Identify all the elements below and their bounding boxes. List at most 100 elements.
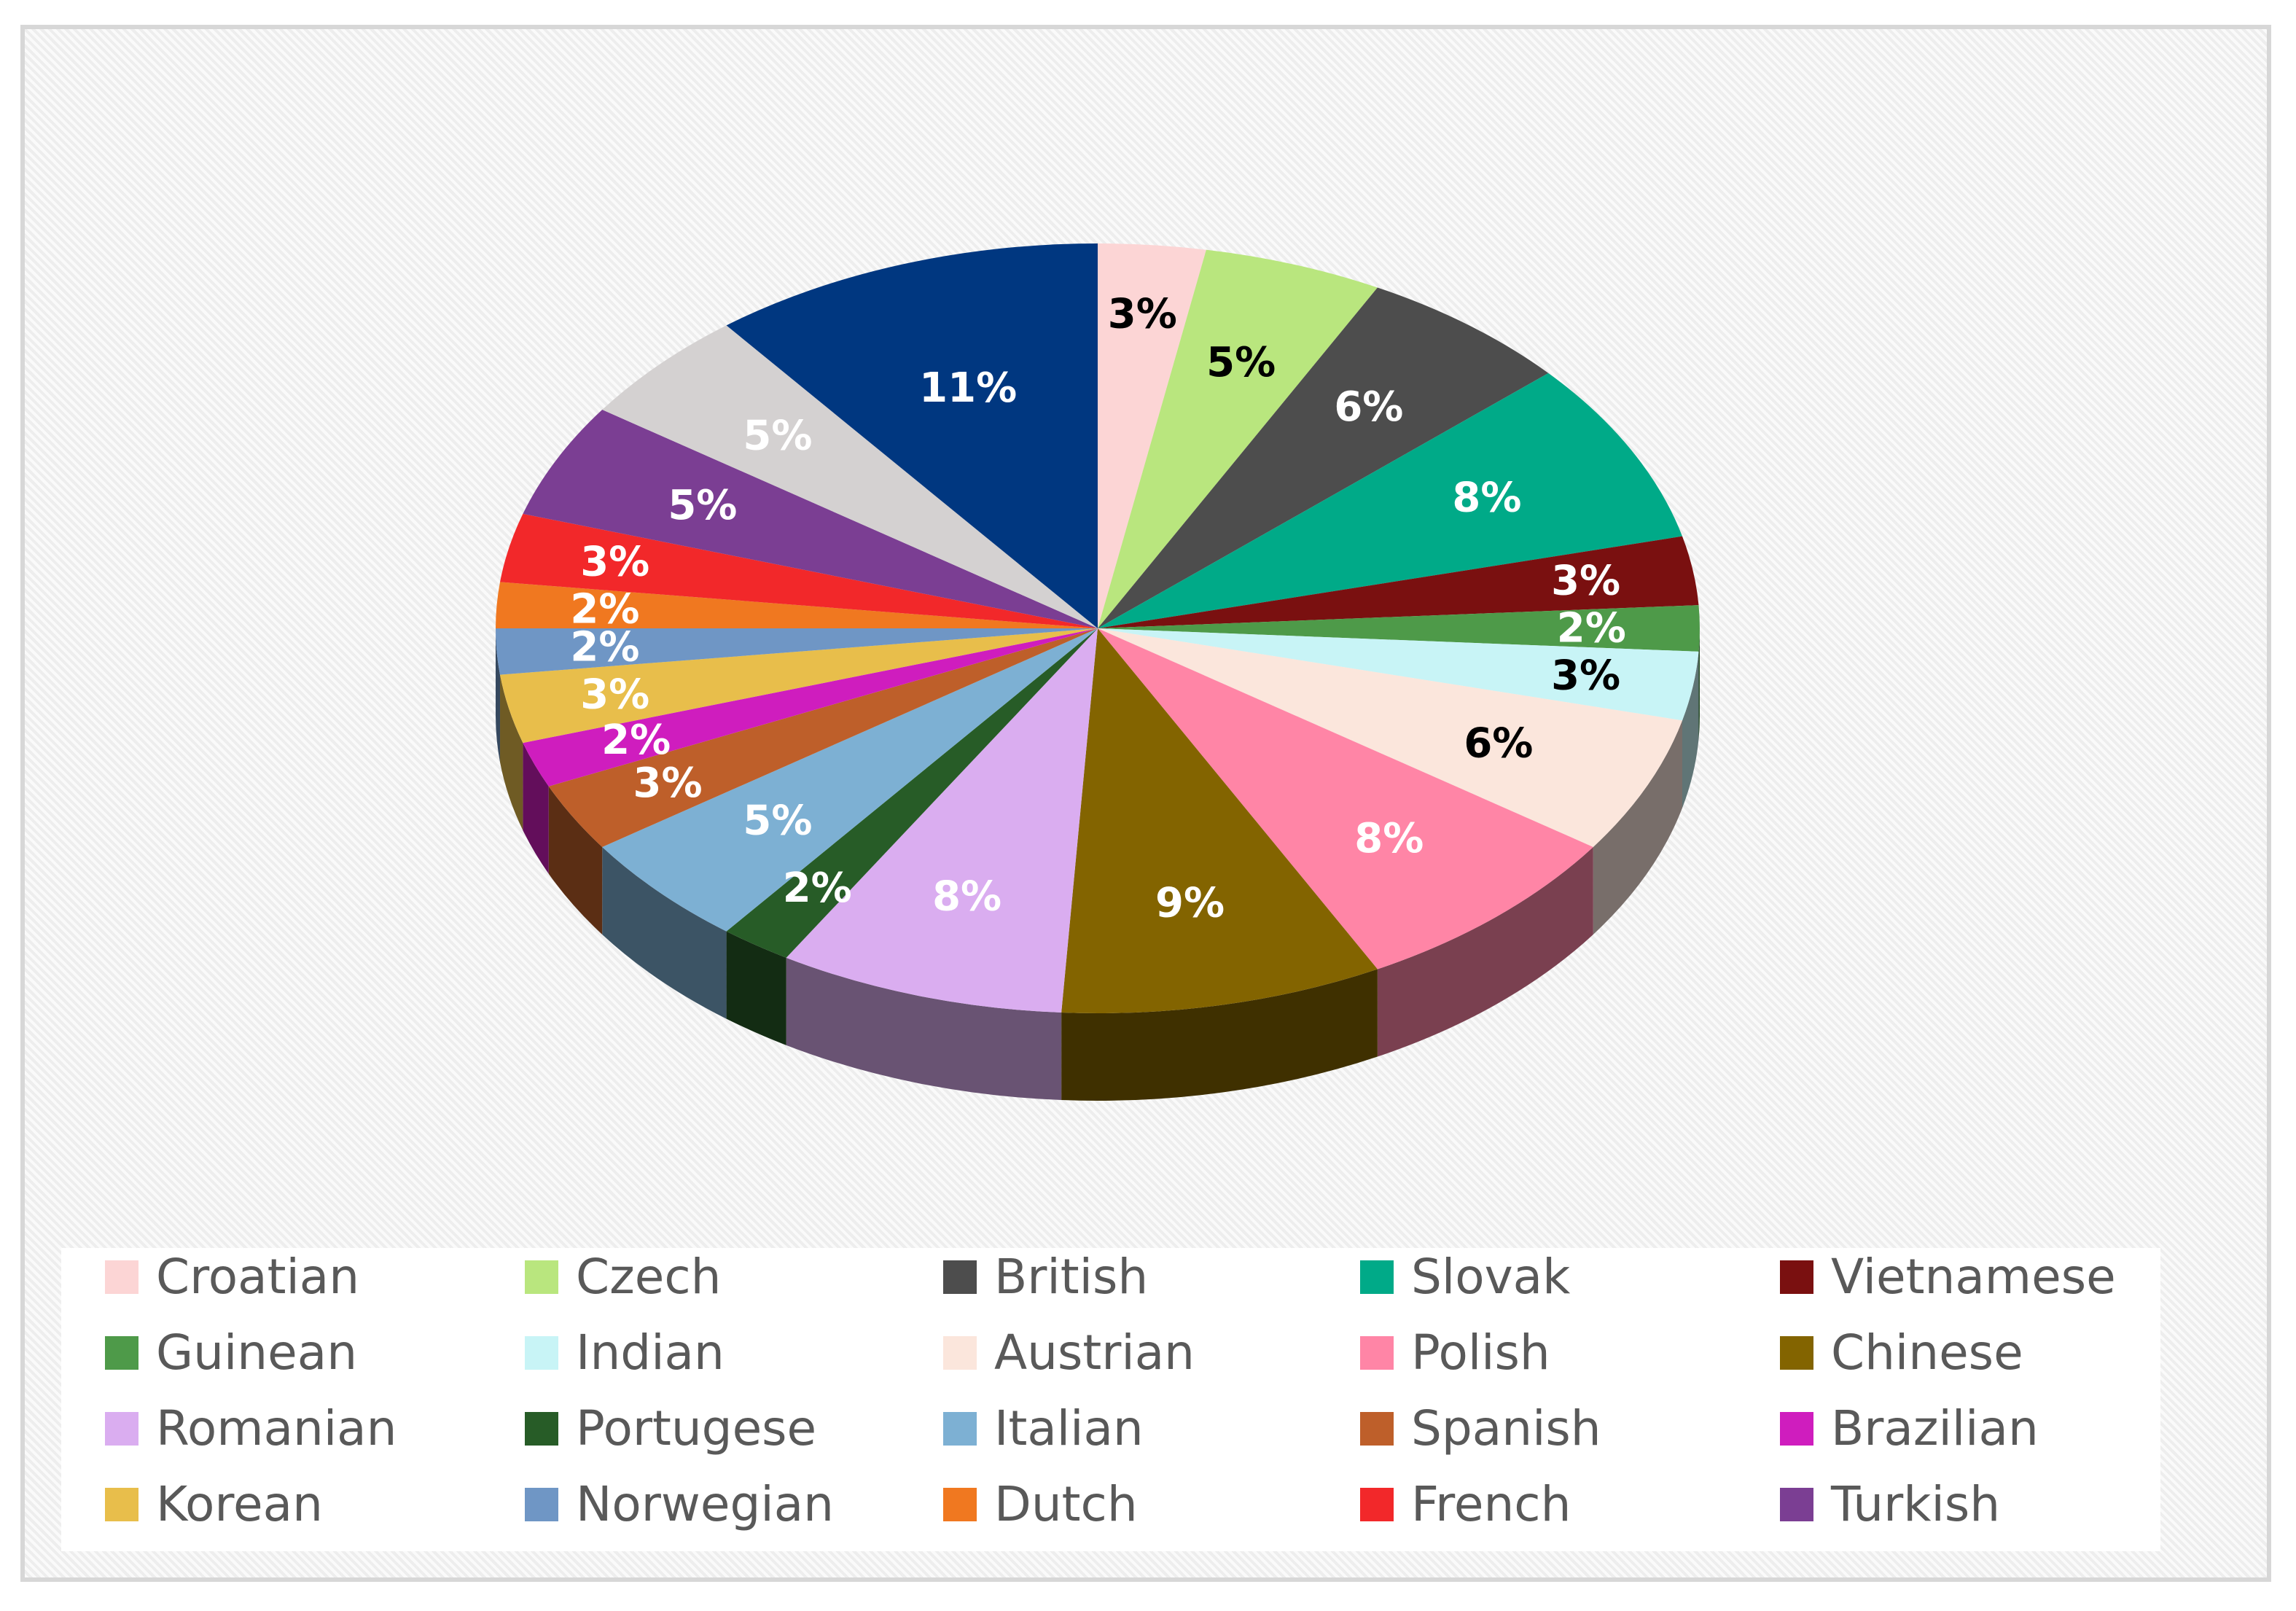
pie-side-austrian xyxy=(1593,720,1682,935)
pie-slice-italian xyxy=(602,628,1098,932)
legend-swatch xyxy=(1780,1488,1813,1521)
pie-side-polish xyxy=(1377,846,1593,1057)
data-label: 8% xyxy=(932,873,1001,920)
legend-swatch xyxy=(105,1260,138,1294)
pie-slice-slice-21 xyxy=(726,243,1098,628)
legend-item-croatian: Croatian xyxy=(105,1248,359,1306)
legend-label: Indian xyxy=(576,1325,725,1381)
legend-item-norwegian: Norwegian xyxy=(525,1475,834,1534)
pie-slice-french xyxy=(500,513,1098,628)
legend-label: Brazilian xyxy=(1831,1400,2039,1456)
legend-item-brazilian: Brazilian xyxy=(1780,1400,2039,1458)
legend-label: Romanian xyxy=(156,1400,397,1456)
data-label: 6% xyxy=(1334,383,1403,431)
legend-label: Turkish xyxy=(1831,1476,2001,1532)
legend-label: British xyxy=(994,1249,1149,1305)
legend-swatch xyxy=(525,1336,558,1370)
data-label: 11% xyxy=(919,364,1017,412)
pie-slice-vietnamese xyxy=(1098,536,1699,628)
data-label: 2% xyxy=(601,717,671,764)
pie-slice-british xyxy=(1098,287,1549,628)
data-label: 5% xyxy=(743,412,812,459)
data-label: 3% xyxy=(1551,557,1620,604)
legend-swatch xyxy=(525,1412,558,1446)
legend-item-dutch: Dutch xyxy=(943,1475,1138,1534)
data-label: 9% xyxy=(1155,879,1225,927)
legend-item-romanian: Romanian xyxy=(105,1400,397,1458)
legend-label: Portugese xyxy=(576,1400,817,1456)
pie-side-indian xyxy=(1682,651,1699,808)
pie-side-spanish xyxy=(548,786,603,935)
legend-item-austrian: Austrian xyxy=(943,1324,1195,1382)
pie-slice-chinese xyxy=(1061,628,1378,1013)
legend-item-spanish: Spanish xyxy=(1360,1400,1601,1458)
pie-side-portugese xyxy=(726,931,786,1045)
pie-slice-spanish xyxy=(548,628,1098,847)
legend-swatch xyxy=(943,1260,977,1294)
pie-depth xyxy=(496,628,1700,1101)
legend-swatch xyxy=(525,1488,558,1521)
legend-swatch xyxy=(1360,1488,1394,1521)
data-label: 5% xyxy=(668,482,737,529)
legend-item-chinese: Chinese xyxy=(1780,1324,2023,1382)
pie-side-brazilian xyxy=(523,743,549,874)
legend-item-polish: Polish xyxy=(1360,1324,1550,1382)
legend-label: Czech xyxy=(576,1249,722,1305)
legend-label: Polish xyxy=(1411,1325,1550,1381)
legend-swatch xyxy=(1360,1260,1394,1294)
pie-slice-turkish xyxy=(523,410,1098,628)
legend-swatch xyxy=(943,1412,977,1446)
data-label: 3% xyxy=(580,539,649,586)
legend-label: Vietnamese xyxy=(1831,1249,2116,1305)
legend-swatch xyxy=(105,1412,138,1446)
legend-item-slovak: Slovak xyxy=(1360,1248,1570,1306)
pie-slice-norwegian xyxy=(496,628,1098,675)
legend-swatch xyxy=(105,1336,138,1370)
legend-item-british: British xyxy=(943,1248,1148,1306)
legend-item-portugese: Portugese xyxy=(525,1400,816,1458)
legend-item-guinean: Guinean xyxy=(105,1324,357,1382)
legend-swatch xyxy=(1780,1260,1813,1294)
pie-slice-guinean xyxy=(1098,605,1700,652)
legend-label: Italian xyxy=(994,1400,1144,1456)
legend-item-vietnamese: Vietnamese xyxy=(1780,1248,2116,1306)
data-label: 8% xyxy=(1354,815,1424,862)
legend-swatch xyxy=(943,1336,977,1370)
legend-label: Guinean xyxy=(156,1325,358,1381)
pie-slice-brazilian xyxy=(523,628,1098,787)
pie-slice-austrian xyxy=(1098,628,1682,847)
pie-side-chinese xyxy=(1061,969,1378,1101)
legend-label: Dutch xyxy=(994,1476,1138,1532)
legend-item-italian: Italian xyxy=(943,1400,1144,1458)
pie-side-romanian xyxy=(786,957,1062,1101)
legend-label: Slovak xyxy=(1411,1249,1571,1305)
legend-label: Chinese xyxy=(1831,1325,2023,1381)
pie-side-guinean xyxy=(1698,628,1700,739)
pie-slice-portugese xyxy=(726,628,1098,958)
data-label: 2% xyxy=(570,624,639,671)
pie-side-korean xyxy=(500,674,523,831)
legend: Croatian Czech British Slovak Vietnamese Guin… xyxy=(61,1248,2160,1551)
pie-side-norwegian xyxy=(496,628,501,762)
data-label: 2% xyxy=(570,585,639,633)
legend-item-french: French xyxy=(1360,1475,1571,1534)
legend-label: Austrian xyxy=(994,1325,1195,1381)
legend-label: Norwegian xyxy=(576,1476,834,1532)
legend-swatch xyxy=(105,1488,138,1521)
pie-slice-indian xyxy=(1098,628,1699,721)
data-label: 3% xyxy=(1108,290,1177,338)
legend-item-turkish: Turkish xyxy=(1780,1475,2000,1534)
data-label: 5% xyxy=(1206,339,1276,386)
pie-top xyxy=(496,243,1700,1013)
data-label: 2% xyxy=(783,865,852,912)
data-label: 3% xyxy=(580,671,649,718)
pie-slice-korean xyxy=(500,628,1098,744)
data-label: 6% xyxy=(1464,720,1533,768)
legend-label: Korean xyxy=(156,1476,323,1532)
legend-swatch xyxy=(1360,1336,1394,1370)
legend-swatch xyxy=(1780,1336,1813,1370)
legend-label: French xyxy=(1411,1476,1571,1532)
pie-slice-slovak xyxy=(1098,372,1682,628)
data-label: 5% xyxy=(743,797,812,845)
